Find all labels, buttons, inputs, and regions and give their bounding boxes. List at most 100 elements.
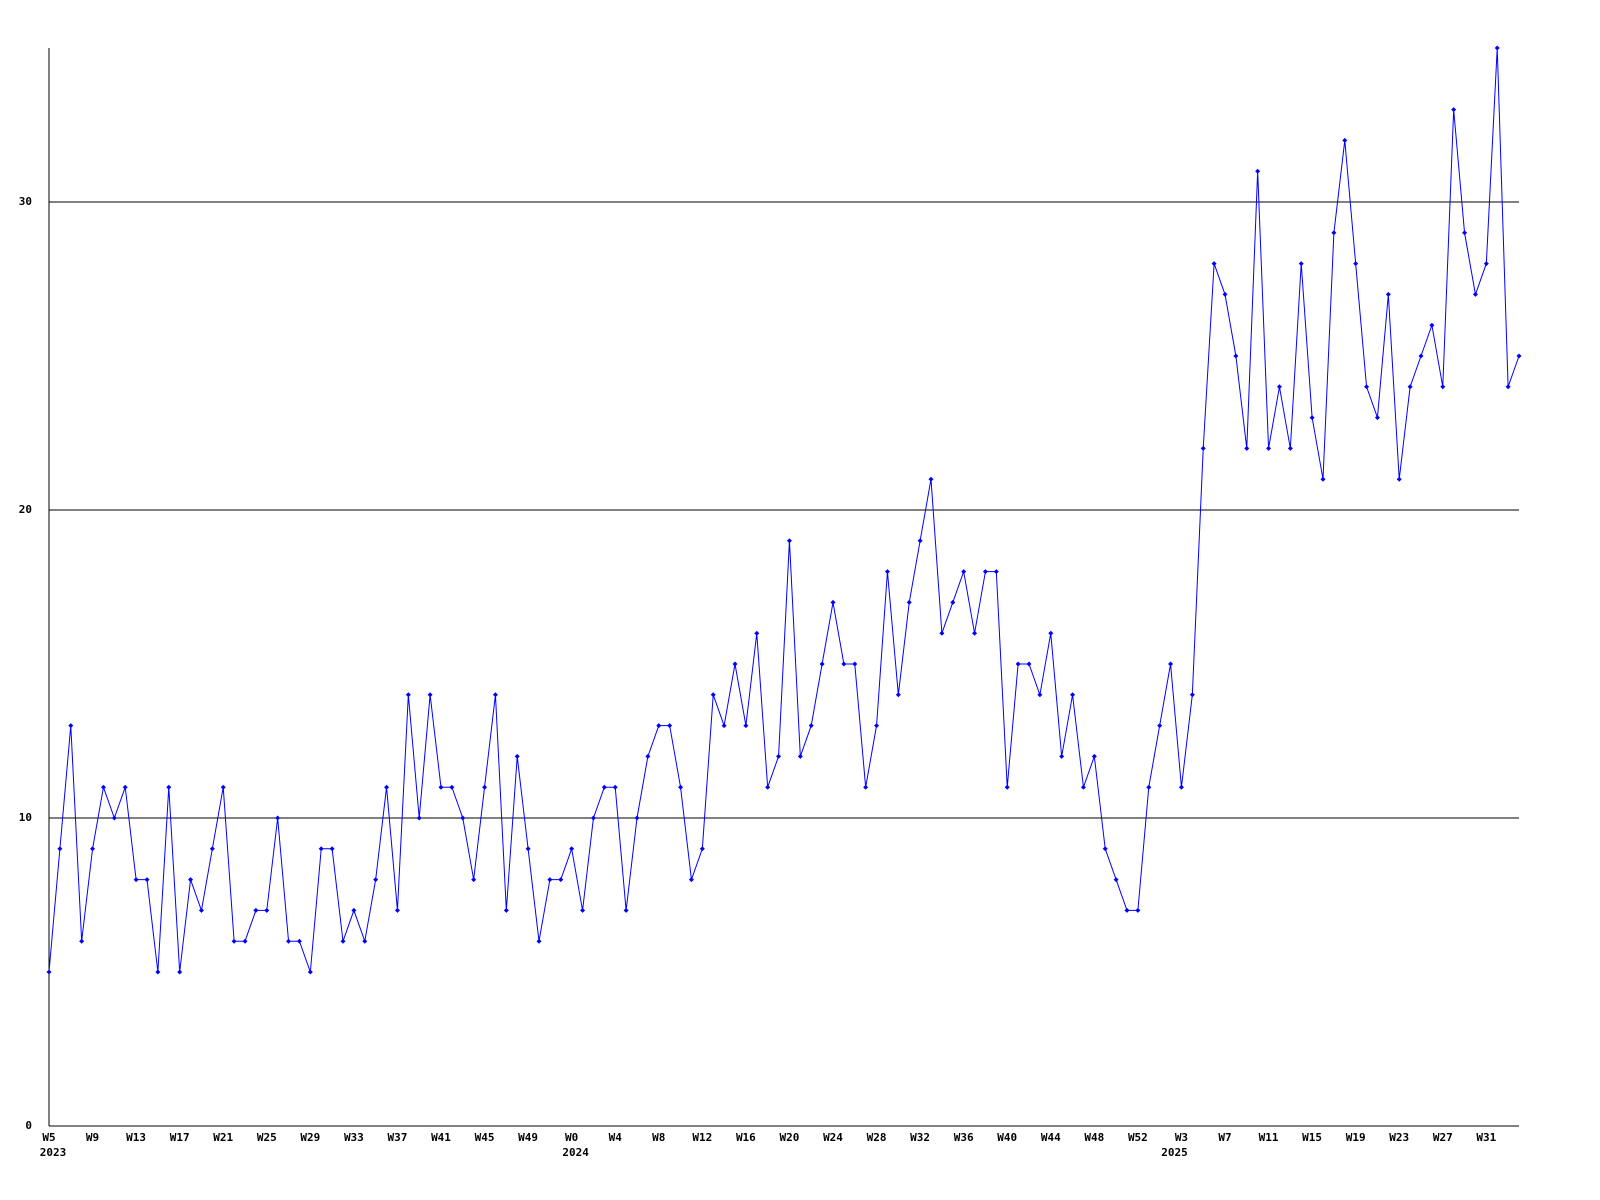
marker [1037,692,1043,698]
marker [296,938,302,944]
marker [961,569,967,575]
marker [993,569,999,575]
x-tick-label: W25 [257,1131,277,1144]
x-tick-label: W52 [1128,1131,1148,1144]
x-tick-label: W44 [1041,1131,1061,1144]
marker [841,661,847,667]
marker [939,630,945,636]
x-tick-label: W27 [1433,1131,1453,1144]
x-tick-label: W8 [652,1131,665,1144]
marker [808,723,814,729]
x-tick-label: W33 [344,1131,364,1144]
marker [253,907,259,913]
marker [286,938,292,944]
marker [1255,168,1261,174]
x-tick-label: W20 [780,1131,800,1144]
marker [1440,384,1446,390]
marker [819,661,825,667]
marker [1059,753,1065,759]
marker [590,815,596,821]
year-label: 2025 [1161,1146,1188,1159]
marker [1200,445,1206,451]
x-tick-label: W49 [518,1131,538,1144]
marker [634,815,640,821]
x-tick-label: W21 [213,1131,233,1144]
x-tick-label: W17 [170,1131,190,1144]
marker [220,784,226,790]
marker [895,692,901,698]
x-tick-label: W16 [736,1131,756,1144]
x-tick-label: W29 [300,1131,320,1144]
marker [797,753,803,759]
marker [460,815,466,821]
marker [79,938,85,944]
marker [1157,723,1163,729]
marker [482,784,488,790]
marker [1418,353,1424,359]
marker [667,723,673,729]
year-label: 2024 [562,1146,589,1159]
marker [471,877,477,883]
marker [1287,445,1293,451]
marker [1189,692,1195,698]
marker [166,784,172,790]
marker [318,846,324,852]
marker [449,784,455,790]
marker [1320,476,1326,482]
marker [1374,415,1380,421]
x-tick-label: W15 [1302,1131,1322,1144]
marker [1266,445,1272,451]
marker [144,877,150,883]
marker [950,599,956,605]
marker [874,723,880,729]
marker [863,784,869,790]
marker [612,784,618,790]
x-tick-label: W19 [1346,1131,1366,1144]
marker [1168,661,1174,667]
marker [732,661,738,667]
x-tick-label: W13 [126,1131,146,1144]
marker [111,815,117,821]
marker [242,938,248,944]
marker [384,784,390,790]
marker [1222,291,1228,297]
x-tick-label: W23 [1389,1131,1409,1144]
marker [1276,384,1282,390]
marker [1135,907,1141,913]
marker [906,599,912,605]
marker [416,815,422,821]
marker [1451,107,1457,113]
marker [569,846,575,852]
year-label: 2023 [40,1146,67,1159]
marker [765,784,771,790]
marker [786,538,792,544]
x-tick-label: W3 [1175,1131,1188,1144]
marker [884,569,890,575]
marker [678,784,684,790]
marker [1483,261,1489,267]
marker [623,907,629,913]
y-tick-label: 20 [19,503,32,516]
marker [852,661,858,667]
x-tick-label: W40 [997,1131,1017,1144]
marker [1146,784,1152,790]
marker [1178,784,1184,790]
marker [209,846,215,852]
marker [1494,45,1500,51]
marker [688,877,694,883]
marker [514,753,520,759]
marker [1080,784,1086,790]
marker [917,538,923,544]
y-tick-label: 10 [19,811,32,824]
x-tick-label: W37 [388,1131,408,1144]
marker [1396,476,1402,482]
marker [90,846,96,852]
line [48,47,1520,973]
marker [1113,877,1119,883]
marker [438,784,444,790]
marker [1407,384,1413,390]
x-tick-label: W32 [910,1131,930,1144]
marker [1048,630,1054,636]
marker [721,723,727,729]
